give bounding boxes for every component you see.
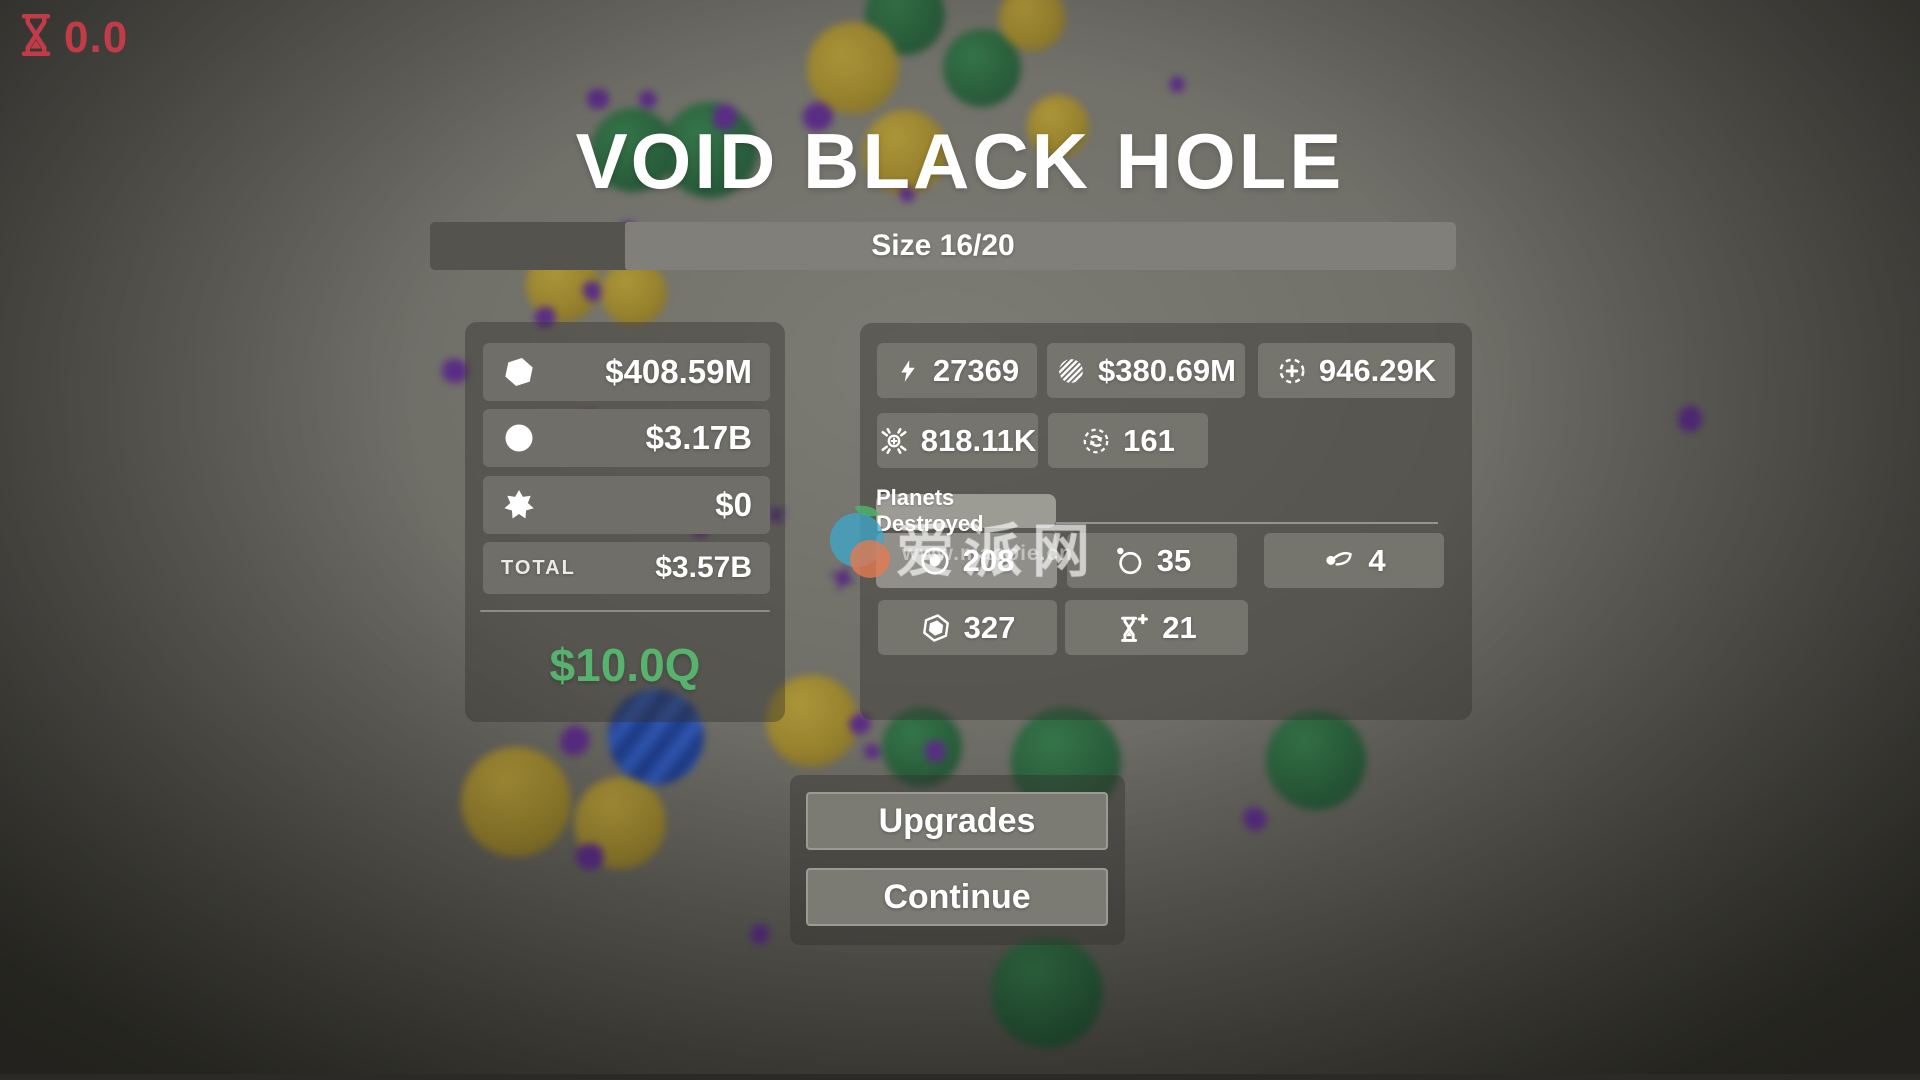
total-label: TOTAL	[501, 556, 576, 579]
planets-destroyed-row-1: 208 35	[876, 533, 1444, 588]
hex-core-destroyed-chip[interactable]: 327	[878, 600, 1057, 655]
implosion-stat-chip[interactable]: 818.11K	[877, 413, 1038, 468]
stat-value: 946.29K	[1318, 352, 1437, 388]
planet	[662, 102, 758, 198]
planets-destroyed-tooltip: Planets Destroyed	[876, 485, 1056, 536]
hatched-sphere-icon	[1056, 356, 1086, 386]
upgrades-button[interactable]: Upgrades	[806, 792, 1108, 850]
page-title: VOID BLACK HOLE	[575, 117, 1345, 205]
stat-value: 4	[1368, 542, 1386, 578]
planets-destroyed-row-2: 327 21	[878, 600, 1248, 655]
fireball-planet-icon	[919, 545, 951, 577]
planet	[807, 22, 899, 114]
hexagon-gem-icon	[501, 354, 537, 390]
planet	[766, 675, 858, 767]
stats-panel: 27369 $380.69M	[860, 323, 1472, 720]
comet-destroyed-chip[interactable]: 4	[1264, 533, 1444, 588]
goal-value: $10.0Q	[549, 639, 701, 691]
wallet-row: $0	[483, 476, 770, 534]
orbit-stat-chip[interactable]: 161	[1048, 413, 1208, 468]
stat-value: 161	[1123, 422, 1175, 458]
planets-destroyed-divider	[1056, 522, 1438, 524]
planet	[608, 689, 704, 785]
size-progress-bar: Size 16/20	[430, 222, 1456, 270]
planet	[863, 110, 947, 194]
money-earned-chip[interactable]: $380.69M	[1047, 343, 1245, 398]
planet	[999, 0, 1065, 51]
wallet-value: $3.17B	[645, 419, 752, 456]
actions-panel: Upgrades Continue	[790, 775, 1125, 945]
fireball-destroyed-chip[interactable]: 208	[876, 533, 1057, 588]
capture-plus-icon	[1277, 356, 1307, 386]
total-value: $3.57B	[655, 551, 752, 584]
planet	[1027, 95, 1089, 157]
stat-value: 208	[962, 542, 1015, 578]
planet	[601, 260, 667, 326]
stat-value: 27369	[932, 352, 1020, 388]
size-progress-label: Size 16/20	[871, 229, 1015, 262]
wallet-value: $0	[715, 486, 752, 523]
asteroid	[587, 89, 609, 110]
energy-stat-chip[interactable]: 27369	[877, 343, 1037, 398]
wallet-row: $408.59M	[483, 343, 770, 401]
planet	[991, 936, 1103, 1048]
hourglass-plus-icon	[1116, 612, 1150, 644]
moon-circle-icon	[501, 420, 537, 456]
stat-value: 327	[963, 609, 1016, 645]
size-progress-fill	[624, 222, 1456, 270]
planet	[882, 707, 962, 787]
planet	[1266, 710, 1366, 810]
comet-icon	[1322, 546, 1356, 576]
hourglass-timer-icon	[18, 12, 54, 63]
wallet-divider	[480, 610, 770, 612]
stat-value: 21	[1162, 609, 1197, 645]
hex-core-icon	[920, 612, 952, 644]
orbit-refresh-icon	[1081, 426, 1111, 456]
stat-value: $380.69M	[1098, 352, 1236, 388]
wallet-total-row: TOTAL $3.57B	[483, 542, 770, 594]
capture-stat-chip[interactable]: 946.29K	[1258, 343, 1455, 398]
run-timer: 0.0	[18, 12, 128, 63]
planet-moon-icon	[1113, 545, 1145, 577]
bottom-edge-bar	[0, 1074, 1920, 1080]
planet	[591, 108, 675, 192]
stat-value: 35	[1156, 542, 1192, 578]
wallet-panel: $408.59M $3.17B $0 TOTAL $3.57B $10.0Q	[465, 322, 785, 722]
planet	[943, 29, 1021, 107]
time-bonus-chip[interactable]: 21	[1065, 600, 1248, 655]
continue-button[interactable]: Continue	[806, 868, 1108, 926]
stats-row-1: 27369 $380.69M	[877, 343, 1455, 398]
lightning-icon	[895, 356, 921, 386]
timer-value: 0.0	[64, 12, 129, 62]
implosion-icon	[879, 426, 909, 456]
wallet-value: $408.59M	[605, 353, 752, 390]
moon-destroyed-chip[interactable]: 35	[1067, 533, 1237, 588]
stat-value: 818.11K	[920, 422, 1037, 458]
wallet-row: $3.17B	[483, 409, 770, 467]
burst-star-icon	[501, 487, 537, 523]
stats-row-2: 818.11K 161	[877, 413, 1208, 468]
planet	[461, 747, 571, 857]
